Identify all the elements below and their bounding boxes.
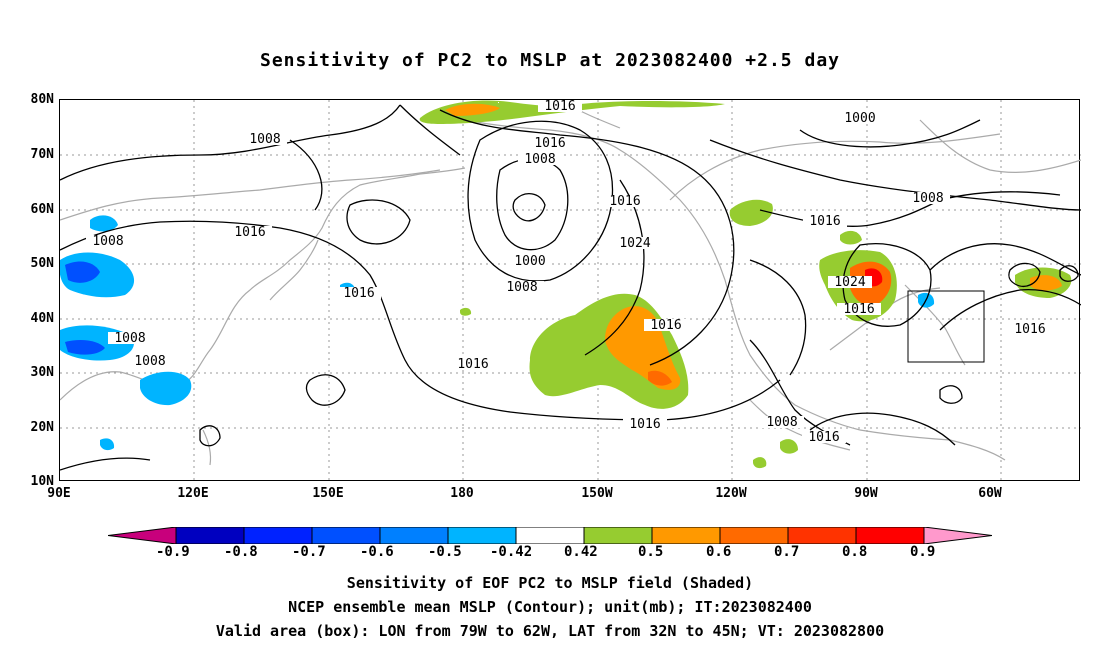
lon-label: 150W bbox=[581, 486, 613, 501]
lon-label: 180 bbox=[450, 486, 474, 501]
colorbar-tick-label: 0.9 bbox=[910, 544, 936, 560]
contour-label: 1016 bbox=[457, 357, 488, 372]
lat-label: 60N bbox=[30, 202, 54, 217]
colorbar-swatch bbox=[719, 527, 789, 544]
contour-label: 1016 bbox=[808, 430, 839, 445]
contour-label-group: 1016 1008 1016 1008 1016 1000 1008 1016 … bbox=[86, 99, 1052, 445]
contour-label: 1008 bbox=[92, 234, 123, 249]
colorbar-swatch bbox=[855, 527, 925, 544]
contour-label: 1016 bbox=[343, 286, 374, 301]
lon-label: 90E bbox=[47, 486, 71, 501]
colorbar-swatch bbox=[651, 527, 721, 544]
colorbar-tick-label: 0.5 bbox=[638, 544, 664, 560]
contour-label: 1016 bbox=[843, 302, 874, 317]
caption-line-1: Sensitivity of EOF PC2 to MSLP field (Sh… bbox=[346, 574, 754, 592]
colorbar-tick-label: -0.42 bbox=[490, 544, 533, 560]
contour-label: 1016 bbox=[544, 100, 575, 114]
colorbar-tick-label: -0.7 bbox=[292, 544, 326, 560]
colorbar-swatch bbox=[923, 527, 992, 544]
contour-label: 1008 bbox=[249, 132, 280, 147]
contour-label: 1024 bbox=[834, 275, 865, 290]
lon-label: 60W bbox=[978, 486, 1002, 501]
caption-line-3: Valid area (box): LON from 79W to 62W, L… bbox=[215, 622, 885, 640]
contour-label: 1016 bbox=[1014, 322, 1045, 337]
colorbar bbox=[108, 527, 992, 544]
contour-label: 1000 bbox=[514, 254, 545, 269]
lat-label: 80N bbox=[30, 92, 54, 107]
shaded-sensitivity bbox=[59, 100, 1072, 469]
lat-label: 50N bbox=[30, 256, 54, 271]
colorbar-tick-label: -0.9 bbox=[156, 544, 190, 560]
lon-label: 90W bbox=[854, 486, 878, 501]
mslp-contours bbox=[59, 104, 1082, 471]
lon-label: 150E bbox=[312, 486, 344, 501]
caption-line-2: NCEP ensemble mean MSLP (Contour); unit(… bbox=[288, 598, 812, 616]
colorbar-tick-label: 0.42 bbox=[564, 544, 598, 560]
contour-label: 1000 bbox=[844, 111, 875, 126]
map-title: Sensitivity of PC2 to MSLP at 2023082400… bbox=[259, 50, 840, 71]
colorbar-swatch bbox=[175, 527, 245, 544]
contour-label: 1008 bbox=[766, 415, 797, 430]
contour-label: 1008 bbox=[524, 152, 555, 167]
lon-label: 120E bbox=[177, 486, 209, 501]
colorbar-tick-label: 0.8 bbox=[842, 544, 868, 560]
contour-label: 1016 bbox=[234, 225, 265, 240]
contour-label: 1008 bbox=[912, 191, 943, 206]
contour-label: 1016 bbox=[809, 214, 840, 229]
contour-label: 1016 bbox=[534, 136, 565, 151]
colorbar-tick-label: -0.6 bbox=[360, 544, 394, 560]
contour-label: 1008 bbox=[134, 354, 165, 369]
lat-label: 40N bbox=[30, 311, 54, 326]
contour-label: 1008 bbox=[506, 280, 537, 295]
map-panel: 1016 1008 1016 1008 1016 1000 1008 1016 … bbox=[59, 99, 1082, 482]
colorbar-swatch bbox=[311, 527, 381, 544]
lat-label: 30N bbox=[30, 365, 54, 380]
contour-label: 1016 bbox=[609, 194, 640, 209]
colorbar-tick-label: 0.6 bbox=[706, 544, 732, 560]
colorbar-swatch bbox=[243, 527, 313, 544]
colorbar-swatch bbox=[515, 527, 585, 544]
colorbar-swatch bbox=[108, 527, 177, 544]
lat-label: 10N bbox=[30, 474, 54, 489]
lat-label: 70N bbox=[30, 147, 54, 162]
contour-label: 1008 bbox=[114, 331, 145, 346]
colorbar-swatch bbox=[447, 527, 517, 544]
colorbar-tick-label: 0.7 bbox=[774, 544, 800, 560]
contour-label: 1016 bbox=[650, 318, 681, 333]
lon-label: 120W bbox=[715, 486, 747, 501]
contour-label: 1016 bbox=[629, 417, 660, 432]
valid-area-box bbox=[907, 290, 985, 363]
colorbar-swatch bbox=[583, 527, 653, 544]
lat-label: 20N bbox=[30, 420, 54, 435]
map-canvas: 1016 1008 1016 1008 1016 1000 1008 1016 … bbox=[59, 99, 1082, 482]
colorbar-tick-label: -0.5 bbox=[428, 544, 462, 560]
contour-label: 1024 bbox=[619, 236, 650, 251]
colorbar-tick-label: -0.8 bbox=[224, 544, 258, 560]
colorbar-swatch bbox=[787, 527, 857, 544]
colorbar-swatch bbox=[379, 527, 449, 544]
